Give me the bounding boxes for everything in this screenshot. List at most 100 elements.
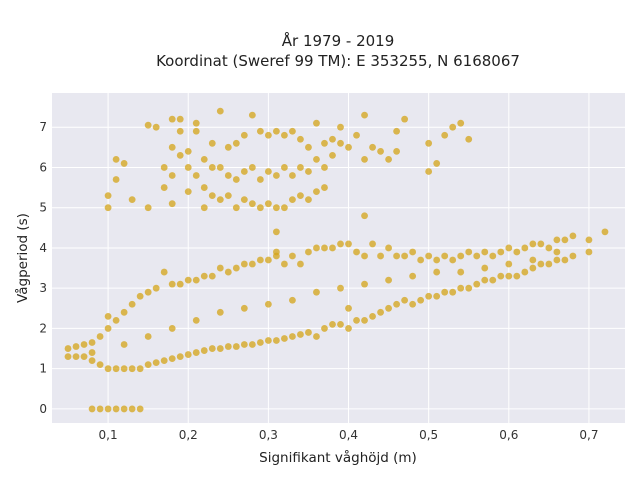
data-point: [457, 284, 465, 292]
data-point: [208, 139, 216, 147]
data-point: [200, 204, 208, 212]
data-point: [152, 123, 160, 131]
data-point: [184, 164, 192, 171]
data-point: [176, 115, 184, 123]
data-point: [377, 252, 384, 260]
data-point: [240, 131, 248, 139]
data-point: [248, 341, 256, 348]
data-point: [329, 151, 336, 159]
data-point: [136, 365, 144, 373]
data-point: [160, 164, 168, 171]
data-point: [256, 204, 264, 212]
data-point: [297, 135, 304, 143]
data-point: [329, 135, 336, 143]
data-point: [345, 240, 352, 248]
data-point: [457, 268, 465, 276]
data-point: [88, 339, 96, 346]
data-point: [104, 312, 112, 320]
data-point: [168, 280, 176, 288]
data-point: [120, 308, 128, 316]
data-point: [465, 248, 473, 256]
data-point: [297, 331, 304, 338]
data-point: [232, 264, 240, 272]
data-point: [361, 212, 368, 220]
data-point: [248, 164, 256, 171]
data-point: [569, 252, 577, 260]
data-point: [168, 115, 176, 123]
y-tick-label: 7: [39, 120, 47, 134]
data-point: [136, 292, 144, 300]
data-point: [168, 355, 176, 363]
data-point: [297, 192, 304, 200]
x-tick-labels: 0,1 0,2 0,3 0,4 0,5 0,6 0,7: [99, 428, 599, 442]
data-point: [473, 252, 481, 260]
chart-title-line-2: Koordinat (Sweref 99 TM): E 353255, N 61…: [156, 52, 520, 70]
data-point: [184, 276, 192, 284]
data-point: [425, 139, 433, 147]
data-point: [305, 248, 312, 256]
data-point: [321, 184, 328, 191]
data-point: [224, 268, 232, 276]
data-point: [200, 184, 208, 191]
data-point: [104, 365, 112, 373]
data-point: [313, 333, 320, 340]
data-point: [176, 127, 184, 135]
data-point: [272, 228, 280, 236]
data-point: [281, 164, 288, 171]
data-point: [385, 156, 392, 163]
data-point: [305, 168, 312, 175]
data-point: [361, 280, 368, 288]
data-point: [192, 349, 200, 356]
data-point: [361, 156, 368, 163]
data-point: [256, 256, 264, 264]
data-point: [144, 333, 152, 340]
data-point: [88, 405, 96, 413]
data-point: [281, 260, 288, 268]
data-point: [200, 347, 208, 354]
data-point: [313, 288, 320, 296]
data-point: [224, 192, 232, 200]
data-point: [313, 244, 320, 252]
data-point: [216, 308, 224, 316]
x-tick-label: 0,3: [259, 428, 278, 442]
data-point: [489, 252, 497, 260]
data-point: [104, 405, 112, 413]
data-point: [72, 353, 80, 360]
data-point: [232, 139, 240, 147]
data-point: [337, 284, 344, 292]
data-point: [289, 296, 296, 304]
data-point: [481, 248, 489, 256]
data-point: [128, 405, 136, 413]
data-point: [353, 248, 360, 256]
data-point: [553, 256, 561, 264]
data-point: [425, 252, 433, 260]
data-point: [96, 361, 104, 369]
data-point: [208, 164, 216, 171]
data-point: [345, 143, 352, 151]
data-point: [240, 260, 248, 268]
data-point: [88, 349, 96, 356]
data-point: [329, 244, 336, 252]
data-point: [144, 361, 152, 369]
data-point: [473, 280, 481, 288]
data-point: [160, 357, 168, 365]
data-point: [224, 172, 232, 179]
data-point: [88, 357, 96, 365]
data-point: [305, 143, 312, 151]
data-point: [256, 127, 264, 135]
data-point: [585, 248, 593, 256]
data-point: [112, 405, 120, 413]
data-point: [529, 264, 537, 272]
data-point: [120, 365, 128, 373]
x-tick-label: 0,1: [99, 428, 118, 442]
data-point: [192, 172, 200, 179]
data-point: [289, 252, 296, 260]
data-point: [160, 184, 168, 191]
data-point: [248, 111, 256, 119]
data-point: [529, 240, 537, 248]
data-point: [417, 256, 425, 264]
data-point: [441, 252, 449, 260]
data-point: [200, 272, 208, 280]
data-point: [264, 131, 272, 139]
data-point: [505, 244, 513, 252]
